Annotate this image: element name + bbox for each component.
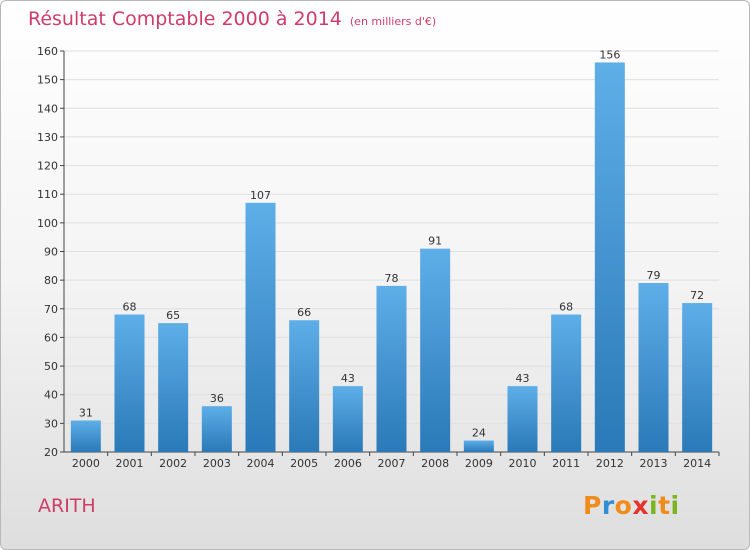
bar [289, 320, 320, 452]
y-tick-label: 90 [44, 246, 58, 259]
y-tick-label: 150 [37, 74, 58, 87]
data-label: 107 [250, 189, 271, 202]
logo-letter: i [649, 491, 659, 520]
commune-name: ARITH [38, 495, 96, 517]
bar [158, 323, 189, 452]
y-tick-label: 40 [44, 389, 58, 402]
data-label: 91 [428, 235, 442, 248]
logo-letter: i [670, 491, 680, 520]
data-label: 68 [559, 301, 573, 314]
logo-letter: t [658, 491, 671, 520]
data-label: 66 [297, 306, 311, 319]
bar [332, 386, 363, 452]
data-label: 65 [166, 309, 180, 322]
x-tick-label: 2002 [159, 457, 187, 470]
logo-letter: o [614, 491, 633, 520]
x-tick-label: 2010 [509, 457, 537, 470]
data-label: 43 [516, 372, 530, 385]
data-label: 43 [341, 372, 355, 385]
chart-title-text: Résultat Comptable 2000 à 2014 [28, 8, 342, 30]
bar [420, 248, 451, 452]
proxiti-logo: Proxiti [583, 491, 680, 520]
y-tick-label: 80 [44, 274, 58, 287]
x-tick-label: 2004 [247, 457, 275, 470]
data-label: 78 [385, 272, 399, 285]
y-tick-label: 20 [44, 446, 58, 459]
x-tick-label: 2003 [203, 457, 231, 470]
x-tick-label: 2006 [334, 457, 362, 470]
data-label: 156 [599, 48, 620, 61]
x-tick-label: 2012 [596, 457, 624, 470]
chart-title: Résultat Comptable 2000 à 2014 (en millie… [28, 8, 436, 30]
logo-letter: P [583, 491, 602, 520]
logo-letter: r [601, 491, 615, 520]
x-tick-label: 2013 [640, 457, 668, 470]
y-tick-label: 50 [44, 360, 58, 373]
logo-letter: x [632, 491, 649, 520]
chart-unit: (en milliers d'€) [349, 15, 437, 28]
x-tick-label: 2001 [116, 457, 144, 470]
bar [114, 314, 145, 452]
y-tick-label: 120 [37, 160, 58, 173]
data-label: 79 [647, 269, 661, 282]
data-label: 24 [472, 427, 486, 440]
x-tick-label: 2009 [465, 457, 493, 470]
bar [70, 420, 101, 452]
x-tick-label: 2000 [72, 457, 100, 470]
x-tick-label: 2005 [290, 457, 318, 470]
bar [463, 440, 494, 452]
y-tick-label: 100 [37, 217, 58, 230]
x-tick-label: 2011 [552, 457, 580, 470]
y-tick-label: 60 [44, 331, 58, 344]
data-label: 31 [79, 406, 93, 419]
y-tick-label: 160 [37, 45, 58, 58]
bar [201, 406, 232, 452]
bar [376, 285, 407, 452]
bar [594, 62, 625, 452]
y-tick-label: 70 [44, 303, 58, 316]
bar [245, 202, 276, 452]
y-tick-label: 140 [37, 102, 58, 115]
y-tick-label: 110 [37, 188, 58, 201]
data-label: 68 [123, 301, 137, 314]
bar [638, 283, 669, 452]
data-label: 72 [690, 289, 704, 302]
y-tick-label: 130 [37, 131, 58, 144]
data-label: 36 [210, 392, 224, 405]
bar [682, 303, 713, 452]
x-tick-label: 2008 [421, 457, 449, 470]
x-tick-label: 2014 [683, 457, 711, 470]
bar [507, 386, 538, 452]
y-tick-label: 30 [44, 417, 58, 430]
bar [551, 314, 582, 452]
x-tick-label: 2007 [378, 457, 406, 470]
